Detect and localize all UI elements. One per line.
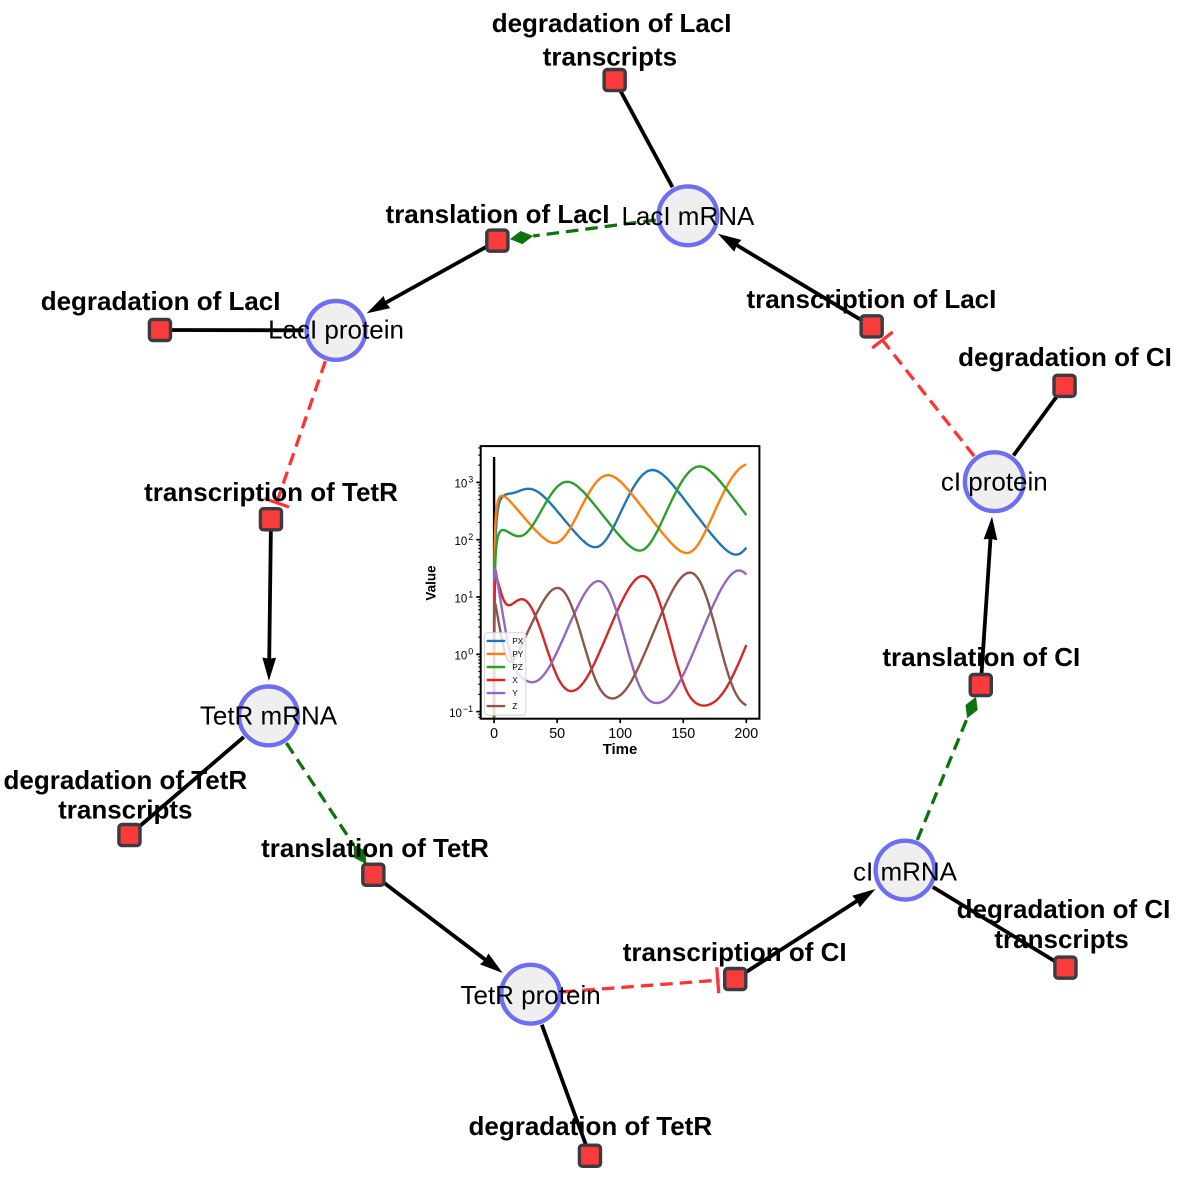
svg-text:degradation of TetR: degradation of TetR	[3, 765, 247, 795]
svg-text:Value: Value	[424, 565, 439, 601]
svg-text:transcripts: transcripts	[543, 42, 677, 72]
svg-text:10: 10	[455, 593, 468, 605]
svg-text:transcripts: transcripts	[58, 795, 192, 825]
svg-text:degradation of TetR: degradation of TetR	[468, 1111, 712, 1141]
svg-text:transcripts: transcripts	[994, 924, 1128, 954]
svg-text:Time: Time	[603, 741, 638, 758]
svg-text:10: 10	[455, 536, 468, 548]
svg-text:translation of CI: translation of CI	[882, 642, 1080, 672]
svg-text:translation of TetR: translation of TetR	[261, 833, 489, 863]
svg-text:10: 10	[449, 708, 462, 720]
svg-text:LacI protein: LacI protein	[268, 314, 404, 344]
svg-text:degradation of CI: degradation of CI	[958, 342, 1172, 372]
svg-text:100: 100	[608, 726, 632, 742]
svg-text:150: 150	[671, 726, 695, 742]
svg-text:transcription of CI: transcription of CI	[623, 937, 847, 967]
svg-text:1: 1	[468, 589, 473, 599]
svg-text:degradation of LacI: degradation of LacI	[41, 286, 281, 316]
svg-text:0: 0	[490, 726, 498, 742]
svg-text:Y: Y	[512, 688, 518, 698]
svg-text:cI mRNA: cI mRNA	[853, 857, 958, 887]
svg-text:cI protein: cI protein	[941, 467, 1048, 497]
svg-text:Z: Z	[512, 701, 517, 711]
svg-text:transcription of LacI: transcription of LacI	[746, 284, 996, 314]
svg-text:degradation of LacI: degradation of LacI	[492, 8, 732, 38]
svg-text:2: 2	[468, 532, 473, 542]
svg-text:3: 3	[468, 475, 473, 485]
svg-text:50: 50	[549, 726, 565, 742]
svg-text:degradation of CI: degradation of CI	[957, 894, 1171, 924]
svg-text:TetR mRNA: TetR mRNA	[200, 700, 338, 730]
svg-text:translation of LacI: translation of LacI	[386, 199, 610, 229]
svg-text:−1: −1	[463, 704, 473, 714]
svg-text:transcription of TetR: transcription of TetR	[144, 477, 398, 507]
svg-text:PY: PY	[512, 649, 524, 659]
svg-text:10: 10	[455, 651, 468, 663]
svg-text:0: 0	[468, 647, 473, 657]
svg-text:X: X	[512, 675, 518, 685]
svg-text:PZ: PZ	[512, 662, 523, 672]
svg-text:10: 10	[455, 479, 468, 491]
svg-text:TetR protein: TetR protein	[461, 980, 601, 1010]
svg-text:200: 200	[734, 726, 758, 742]
svg-text:PX: PX	[512, 636, 524, 646]
svg-text:LacI mRNA: LacI mRNA	[621, 201, 755, 231]
